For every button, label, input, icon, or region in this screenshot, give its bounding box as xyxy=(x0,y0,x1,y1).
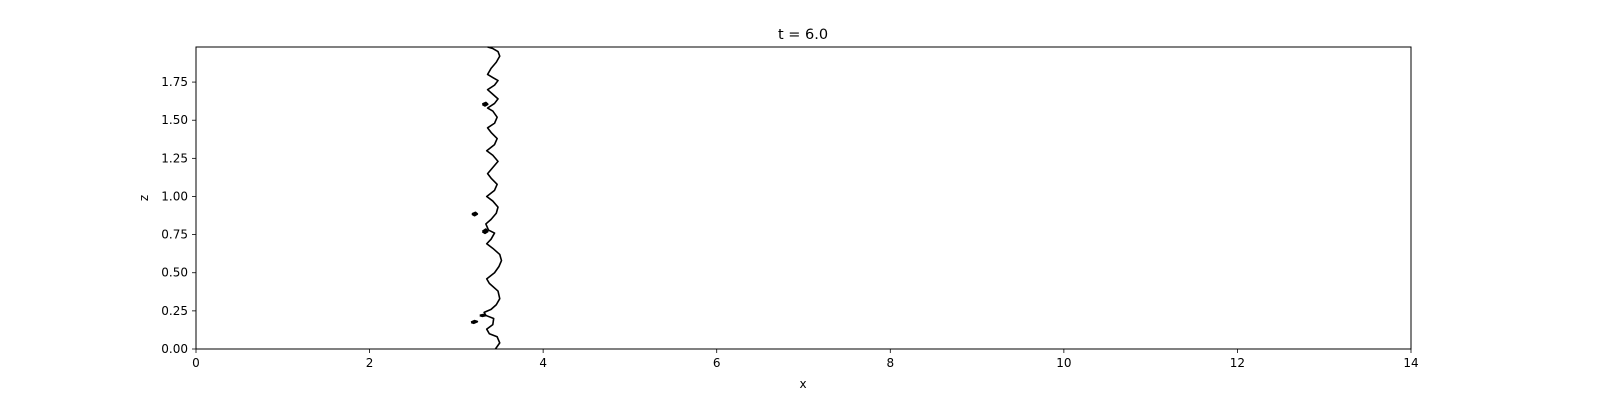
plot-area xyxy=(196,47,1411,349)
droplet-2 xyxy=(479,313,487,318)
droplet-4 xyxy=(471,211,479,217)
chart-title: t = 6.0 xyxy=(778,27,828,43)
interface-curve xyxy=(483,46,503,350)
droplet-5 xyxy=(481,101,489,107)
x-tick-label: 12 xyxy=(1230,356,1245,370)
y-tick-label: 1.50 xyxy=(161,113,188,127)
y-tick-label: 0.50 xyxy=(161,266,188,280)
x-axis-label: x xyxy=(799,377,806,391)
y-tick-label: 0.25 xyxy=(161,304,188,318)
droplet-3 xyxy=(481,228,489,235)
droplet-1 xyxy=(470,319,479,325)
x-tick-label: 4 xyxy=(539,356,547,370)
interface-curves xyxy=(470,46,503,350)
plot-frame xyxy=(195,46,1412,350)
y-axis-ticks: 0.00 0.25 0.50 0.75 1.00 1.25 1.50 1.75 xyxy=(161,75,196,356)
y-tick-label: 1.25 xyxy=(161,151,188,165)
x-tick-label: 10 xyxy=(1056,356,1071,370)
y-tick-label: 0.00 xyxy=(161,342,188,356)
x-tick-label: 8 xyxy=(886,356,894,370)
x-tick-label: 0 xyxy=(192,356,200,370)
y-axis-label: z xyxy=(137,195,151,201)
x-axis-ticks: 0 2 4 6 8 10 12 14 xyxy=(192,349,1419,370)
x-tick-label: 14 xyxy=(1403,356,1418,370)
y-tick-label: 1.00 xyxy=(161,189,188,203)
y-tick-label: 1.75 xyxy=(161,75,188,89)
x-tick-label: 6 xyxy=(713,356,721,370)
y-tick-label: 0.75 xyxy=(161,228,188,242)
x-tick-label: 2 xyxy=(366,356,374,370)
